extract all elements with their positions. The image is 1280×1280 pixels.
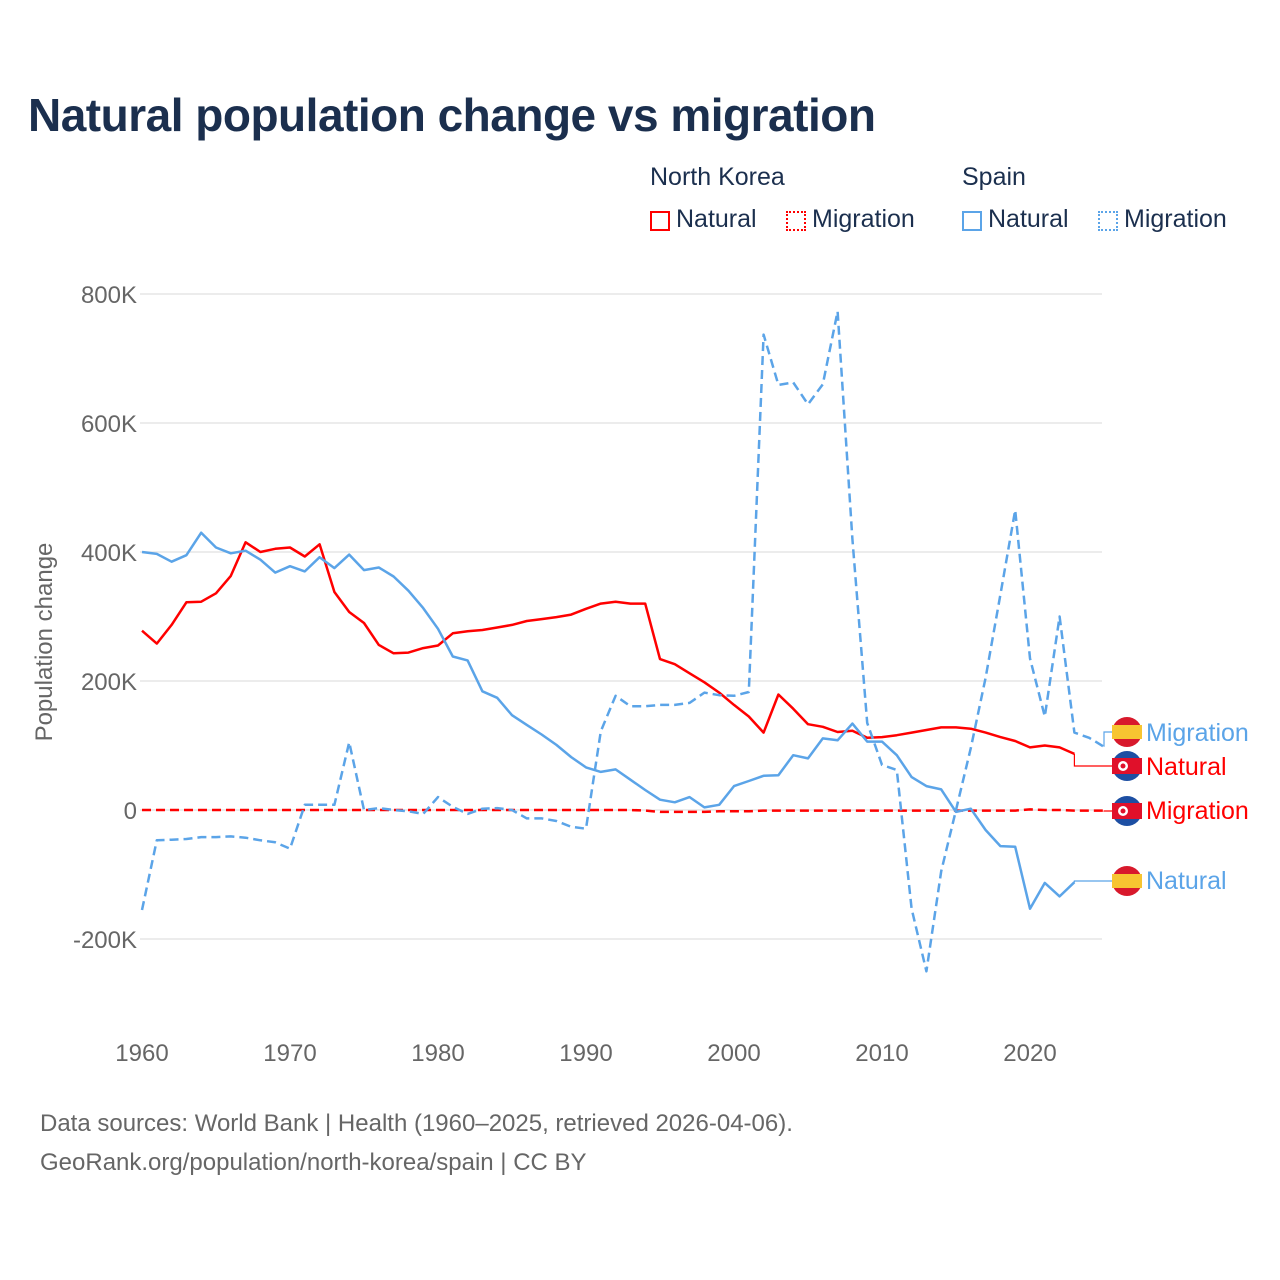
y-tick-label: 600K	[81, 411, 137, 438]
chart-title: Natural population change vs migration	[28, 89, 876, 141]
series-line-spain-migration	[140, 310, 1105, 973]
x-tick-label: 2020	[1003, 1040, 1056, 1067]
footer-link[interactable]: GeoRank.org/population/north-korea/spain…	[40, 1149, 587, 1176]
legend-item-nk-natural[interactable]: Natural	[650, 205, 757, 234]
legend-label: Natural	[676, 205, 757, 233]
x-tick-label: 1980	[411, 1040, 464, 1067]
legend-label: Natural	[988, 205, 1069, 233]
legend-swatch-dotted	[1098, 211, 1118, 231]
flag-spain-icon	[1112, 866, 1142, 896]
label-connector	[1103, 731, 1112, 747]
flag-north-korea-icon	[1112, 751, 1142, 781]
legend-swatch-solid	[650, 211, 670, 231]
x-tick-label: 1960	[115, 1040, 168, 1067]
y-tick-label: -200K	[73, 927, 137, 954]
x-tick-label: 2000	[707, 1040, 760, 1067]
flag-north-korea-icon	[1112, 796, 1142, 826]
x-tick-label: 1970	[263, 1040, 316, 1067]
end-label-spain-natural: Natural	[1146, 867, 1227, 895]
end-label-nk-natural: Natural	[1146, 753, 1227, 781]
legend-swatch-solid	[962, 211, 982, 231]
flag-spain-icon	[1112, 717, 1142, 747]
legend-swatch-dotted	[786, 211, 806, 231]
label-connector	[1073, 880, 1112, 883]
legend-label: Migration	[1124, 205, 1227, 233]
end-label-nk-migration: Migration	[1146, 797, 1249, 825]
x-tick-label: 1990	[559, 1040, 612, 1067]
series-line-north-korea-natural	[141, 541, 1075, 756]
y-tick-label: 200K	[81, 669, 137, 696]
y-tick-label: 800K	[81, 282, 137, 309]
legend-item-es-natural[interactable]: Natural	[962, 205, 1069, 234]
legend-label: Migration	[812, 205, 915, 233]
label-connector	[1073, 753, 1112, 767]
y-axis-label: Population change	[31, 543, 58, 742]
legend-item-es-migration[interactable]: Migration	[1098, 205, 1227, 234]
series-line-spain-natural	[141, 531, 1076, 910]
y-tick-label: 0	[124, 798, 137, 825]
footer-sources: Data sources: World Bank | Health (1960–…	[40, 1110, 793, 1137]
legend-group-spain: Spain	[962, 163, 1026, 191]
plot-area: 800K 600K 400K 200K 0 -200K 1960 1970 1980 1990 20…	[31, 282, 1249, 1067]
y-tick-label: 400K	[81, 540, 137, 567]
legend-item-nk-migration[interactable]: Migration	[786, 205, 915, 234]
end-label-spain-migration: Migration	[1146, 719, 1249, 747]
legend-group-north-korea: North Korea	[650, 163, 785, 191]
x-tick-label: 2010	[855, 1040, 908, 1067]
